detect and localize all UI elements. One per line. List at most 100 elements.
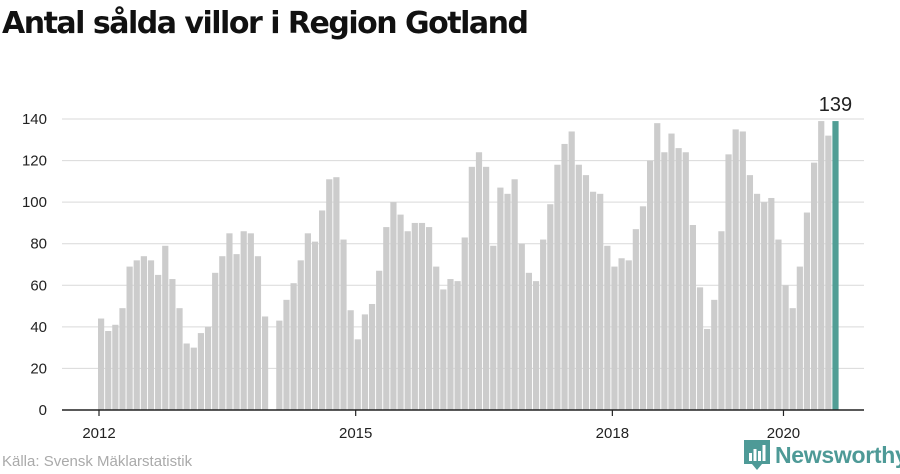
- bar: [133, 260, 140, 410]
- bar: [112, 324, 119, 410]
- bar: [532, 281, 540, 410]
- bar: [618, 258, 625, 410]
- y-tick-label: 60: [30, 277, 47, 294]
- bar: [461, 237, 468, 410]
- bar: [761, 202, 768, 410]
- bar: [425, 227, 433, 410]
- bar: [540, 239, 547, 410]
- newsworthy-logo[interactable]: Newsworthy: [744, 439, 900, 471]
- bar: [746, 175, 754, 410]
- bar-chart-logo-icon: [744, 440, 770, 470]
- bar: [575, 164, 582, 410]
- bar: [625, 260, 632, 410]
- bar: [340, 239, 347, 410]
- bar: [383, 227, 390, 410]
- bar: [140, 256, 147, 410]
- bar: [361, 314, 369, 410]
- bar: [818, 121, 825, 410]
- bar: [725, 154, 732, 410]
- bar: [376, 270, 383, 410]
- bar: [811, 162, 818, 410]
- bar: [240, 231, 247, 410]
- bar: [775, 239, 782, 410]
- bar: [796, 266, 803, 410]
- bar: [354, 339, 361, 410]
- bar: [689, 225, 696, 410]
- y-tick-label: 80: [30, 236, 47, 253]
- bar: [768, 197, 775, 410]
- bar: [447, 279, 454, 410]
- bar: [254, 256, 262, 410]
- bar: [497, 187, 504, 410]
- bar: [190, 347, 197, 410]
- bar: [297, 260, 304, 410]
- bar: [162, 245, 169, 410]
- bar: [347, 310, 354, 410]
- bar: [176, 308, 183, 410]
- bar: [468, 166, 475, 410]
- bar: [247, 233, 254, 410]
- bar: [668, 133, 675, 411]
- highlight-annotation: 139: [819, 94, 852, 116]
- bar: [711, 299, 718, 410]
- bar: [825, 135, 832, 410]
- bar: [147, 260, 155, 410]
- chart-title: Antal sålda villor i Region Gotland: [2, 6, 529, 41]
- bar: [319, 210, 326, 410]
- bar: [390, 202, 397, 410]
- bar: [739, 131, 746, 410]
- y-tick-label: 20: [30, 360, 47, 377]
- bar: [404, 231, 411, 410]
- bar: [454, 281, 461, 410]
- bar: [554, 164, 561, 410]
- bar: [283, 299, 290, 410]
- x-tick-label: 2012: [82, 425, 115, 442]
- bar: [490, 245, 497, 410]
- bar: [197, 333, 205, 410]
- bar: [611, 266, 618, 410]
- bar: [155, 274, 162, 410]
- bar: [647, 160, 654, 410]
- bar: [233, 254, 240, 410]
- x-tick-label: 2015: [339, 425, 372, 442]
- x-tick-label: 2018: [596, 425, 629, 442]
- bar: [105, 331, 112, 410]
- bar: [98, 318, 105, 410]
- bar: [418, 222, 426, 410]
- y-axis-labels: 0 20 40 60 80 100 120 140: [22, 111, 47, 419]
- bar: [475, 152, 483, 410]
- bar: [568, 131, 575, 410]
- bar: [732, 129, 739, 410]
- bar: [204, 326, 212, 410]
- bar: [276, 320, 283, 410]
- bar: [604, 245, 611, 410]
- highlight-value-label: 139: [819, 94, 852, 116]
- bar: [547, 204, 554, 410]
- bar: [126, 266, 133, 410]
- bar: [219, 256, 226, 410]
- bar: [639, 206, 647, 410]
- bar: [582, 175, 590, 410]
- source-note: Källa: Svensk Mäklarstatistik: [2, 453, 193, 470]
- brand-name: Newsworthy: [775, 441, 900, 468]
- bar: [718, 231, 725, 410]
- bar: [311, 241, 319, 410]
- bar: [433, 266, 440, 410]
- y-tick-label: 140: [22, 111, 47, 128]
- bar: [397, 214, 404, 410]
- bar: [183, 343, 190, 410]
- bar: [169, 279, 176, 410]
- bar: [704, 328, 711, 410]
- bar: [483, 166, 490, 410]
- bar: [504, 193, 511, 410]
- bar: [333, 177, 340, 410]
- bar: [368, 303, 376, 410]
- bar: [782, 285, 789, 410]
- bar: [753, 193, 761, 410]
- x-axis: 2012 2015 2018 2020: [62, 409, 864, 442]
- y-tick-label: 0: [39, 402, 47, 419]
- bar: [561, 143, 568, 410]
- bar: [226, 233, 233, 410]
- x-tick-label: 2020: [767, 425, 800, 442]
